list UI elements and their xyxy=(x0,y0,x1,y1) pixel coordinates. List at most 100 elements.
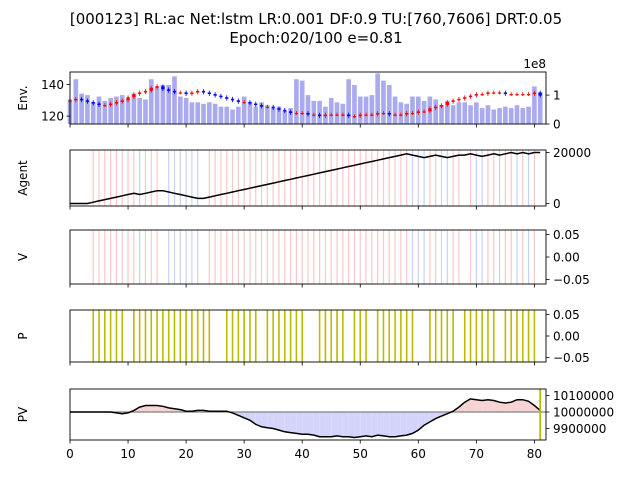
candle-body xyxy=(184,92,188,95)
candle-body xyxy=(526,94,531,96)
pv-fill-segment xyxy=(284,412,291,433)
x-tick-label: 10 xyxy=(120,447,135,461)
volume-bar xyxy=(166,85,172,124)
volume-bar xyxy=(352,85,357,124)
volume-bar xyxy=(439,105,444,124)
panel-4-ytick-label: 10000000 xyxy=(553,406,614,420)
candle-body xyxy=(207,92,211,95)
candle-body xyxy=(190,92,194,95)
x-tick-label: 40 xyxy=(295,447,310,461)
candle-body xyxy=(178,92,182,94)
candle-body xyxy=(503,92,507,95)
volume-bar xyxy=(410,96,415,124)
candle-body xyxy=(132,94,136,98)
pv-fill-segment xyxy=(499,402,506,413)
x-tick-label: 20 xyxy=(178,447,193,461)
volume-bar xyxy=(462,102,468,124)
volume-bar xyxy=(369,95,375,124)
x-tick-label: 60 xyxy=(411,447,426,461)
panel-frame xyxy=(69,388,547,441)
pv-fill-segment xyxy=(412,412,419,434)
pv-fill-segment xyxy=(296,412,303,435)
candle-body xyxy=(486,92,490,95)
volume-bar xyxy=(119,95,125,124)
pv-fill-segment xyxy=(290,412,297,434)
pv-fill-segment xyxy=(261,412,268,428)
pv-fill-segment xyxy=(493,400,500,413)
pv-fill-segment xyxy=(505,402,512,413)
volume-bar xyxy=(276,106,282,124)
candle-body xyxy=(161,86,165,90)
pv-fill-segment xyxy=(389,412,396,437)
panel-3-ytick-label: 0.00 xyxy=(553,330,580,344)
volume-bar xyxy=(143,99,148,124)
pv-fill-segment xyxy=(267,412,274,429)
volume-bar xyxy=(456,102,462,124)
candle-body xyxy=(451,100,455,102)
volume-bar xyxy=(183,98,189,124)
volume-bar xyxy=(154,86,160,124)
candle-body xyxy=(213,94,217,96)
candle-body xyxy=(167,89,171,91)
panel-frame xyxy=(69,149,547,207)
candle-body xyxy=(480,94,484,96)
panel-1-ylabel: Agent xyxy=(16,160,30,196)
volume-bar xyxy=(328,98,334,124)
volume-bar xyxy=(346,79,351,124)
candle-body xyxy=(405,112,409,115)
candle-body xyxy=(532,92,536,95)
candle-body xyxy=(509,94,513,96)
pv-fill-segment xyxy=(400,412,407,436)
candle-body xyxy=(381,112,386,115)
volume-bar xyxy=(270,108,276,124)
volume-bar xyxy=(288,108,293,124)
candle-body xyxy=(410,112,415,115)
volume-bar xyxy=(497,108,502,124)
volume-bar xyxy=(265,105,270,124)
candle-body xyxy=(271,106,275,109)
candle-body xyxy=(230,98,235,101)
pv-fill-segment xyxy=(395,412,401,437)
candle-body xyxy=(196,90,200,93)
pv-fill-segment xyxy=(511,399,517,413)
volume-exponent-label: 1e8 xyxy=(523,57,546,71)
candle-body xyxy=(306,112,310,115)
volume-bar xyxy=(514,105,520,124)
candle-body xyxy=(399,114,403,116)
volume-bar xyxy=(532,86,537,124)
volume-bar xyxy=(85,95,90,124)
volume-bar xyxy=(305,95,311,124)
volume-bar xyxy=(189,102,195,124)
panel-2-ytick-label: 0.00 xyxy=(553,251,580,265)
volume-bar xyxy=(468,105,473,124)
candle-body xyxy=(138,92,142,95)
pv-fill-segment xyxy=(273,412,279,431)
candle-body xyxy=(201,90,206,93)
pv-panel: PV 10100000 10000000 9900000 xyxy=(16,388,614,444)
x-tick-label: 30 xyxy=(237,447,252,461)
candle-body xyxy=(288,111,293,113)
x-tick-label: 80 xyxy=(527,447,542,461)
volume-bar xyxy=(247,102,253,124)
agent-panel: Agent 0 20000 xyxy=(16,146,591,211)
candle-body xyxy=(445,101,449,106)
p-panel: P 0.05 0.00 −0.05 xyxy=(16,308,590,366)
pv-fill-segment xyxy=(366,412,372,437)
panel-3-ylabel: P xyxy=(16,332,30,339)
candle-body xyxy=(428,108,432,112)
candle-body xyxy=(492,92,496,94)
volume-bar xyxy=(363,96,369,124)
pv-fill-segment xyxy=(470,398,477,413)
candle-body xyxy=(323,114,328,117)
candle-body xyxy=(248,101,252,104)
volume-bar xyxy=(206,102,212,124)
panel-frame xyxy=(69,71,547,125)
candle-body xyxy=(254,103,258,106)
pv-fill-segment xyxy=(516,399,523,413)
pv-fill-segment xyxy=(319,412,326,437)
panel-0-ylabel: Env. xyxy=(16,85,30,110)
volume-bar xyxy=(137,98,142,124)
pv-fill-segment xyxy=(331,412,338,437)
env-panel: Env. 120 140 0 1 1e8 xyxy=(16,57,561,132)
